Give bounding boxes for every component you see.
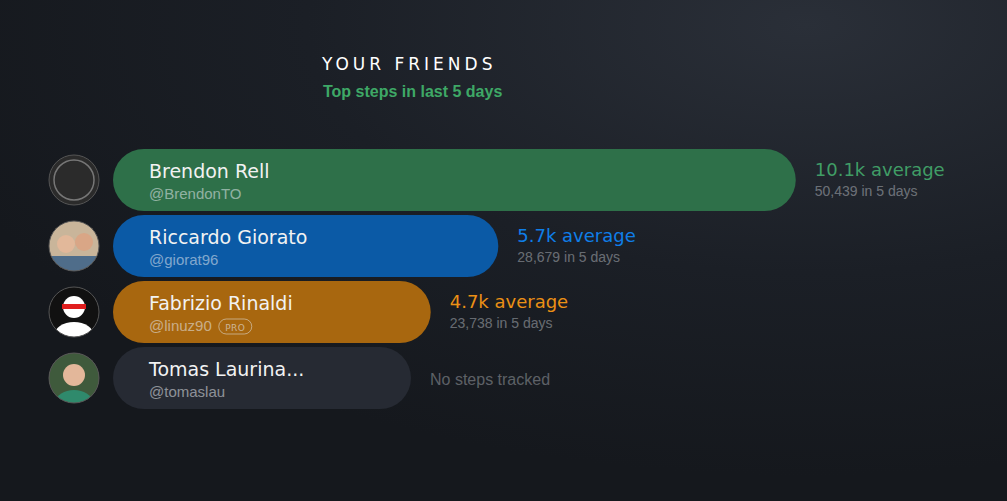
value-label: 10.1k average bbox=[815, 159, 945, 180]
background bbox=[0, 0, 1007, 501]
avatar-head bbox=[63, 296, 85, 318]
value-label: No steps tracked bbox=[430, 371, 550, 388]
friend-name: Tomas Laurina... bbox=[148, 358, 304, 380]
friend-name: Brendon Rell bbox=[149, 160, 270, 182]
avatar-glasses bbox=[62, 304, 86, 309]
avatar-bg bbox=[49, 155, 99, 205]
avatar-body bbox=[54, 322, 94, 350]
avatar-ring bbox=[49, 155, 99, 205]
avatar bbox=[49, 353, 99, 414]
avatar-face bbox=[75, 233, 93, 251]
avatar-image bbox=[54, 160, 94, 200]
avatar bbox=[49, 221, 99, 276]
total-label: 23,738 in 5 days bbox=[450, 315, 553, 331]
badge-outline bbox=[219, 319, 252, 334]
handle: @tomaslau bbox=[149, 383, 225, 400]
avatar-image bbox=[54, 296, 94, 350]
handle: @giorat96 bbox=[149, 251, 218, 268]
avatar bbox=[49, 287, 99, 350]
avatar-ring bbox=[49, 221, 99, 271]
avatar-image bbox=[49, 221, 99, 276]
bars bbox=[113, 149, 796, 343]
avatar-ring bbox=[49, 287, 99, 337]
value-label: 4.7k average bbox=[450, 291, 568, 312]
title: YOUR FRIENDS bbox=[321, 54, 496, 74]
empty-bar bbox=[113, 347, 411, 409]
friend-name: Riccardo Giorato bbox=[149, 226, 307, 248]
friend-name: Fabrizio Rinaldi bbox=[149, 292, 293, 314]
avatar-body bbox=[56, 390, 92, 414]
value-label: 5.7k average bbox=[517, 225, 635, 246]
avatar bbox=[49, 155, 99, 205]
bar bbox=[113, 215, 498, 277]
labels: Brendon Rell @BrendonTO 10.1k average 50,43… bbox=[113, 159, 945, 409]
subtitle: Top steps in last 5 days bbox=[323, 83, 502, 100]
total-label: 50,439 in 5 days bbox=[815, 183, 918, 199]
bar bbox=[113, 281, 431, 343]
bar bbox=[113, 149, 796, 211]
total-label: 28,679 in 5 days bbox=[517, 249, 620, 265]
badge: PRO bbox=[225, 323, 245, 333]
chart: YOUR FRIENDS Top steps in last 5 days Bren… bbox=[0, 0, 1007, 501]
avatar-logo bbox=[54, 160, 94, 200]
avatar-face bbox=[57, 235, 75, 253]
handle: @BrendonTO bbox=[149, 185, 242, 202]
avatar-face bbox=[63, 364, 85, 386]
handle: @linuz90 bbox=[149, 317, 212, 334]
avatar-image bbox=[49, 353, 99, 414]
avatar-ring bbox=[49, 353, 99, 403]
